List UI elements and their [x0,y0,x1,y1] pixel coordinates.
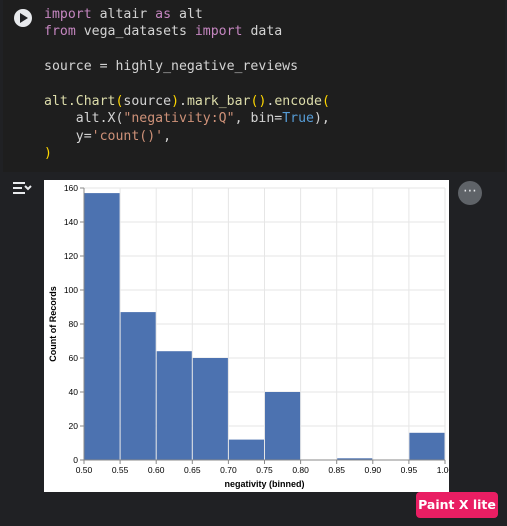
code-token: "negativity:Q" [123,111,235,127]
code-line: alt.Chart(source).mark_bar().encode( [44,94,330,109]
code-line: import altair as alt [44,7,203,22]
code-token: import [194,24,243,40]
code-token: data [242,24,283,40]
histogram-bar [84,193,120,460]
code-line: from vega_datasets import data [44,24,282,39]
code-token: ( [321,94,330,110]
code-token: mark_bar [186,94,251,110]
code-token: True [282,111,314,127]
y-tick-label: 80 [69,319,79,329]
histogram-bar [228,439,264,460]
y-tick-label: 140 [64,217,78,227]
run-cell-button[interactable] [14,9,32,27]
chart-output: 0 20 40 60 80 100 120 140 160 0.50 0.55 0.60 0.65 0.7… [44,180,454,492]
x-tick-label: 0.55 [112,465,129,475]
histogram-bar [409,432,445,460]
code-token: ) [171,94,180,110]
output-toggle-icon[interactable] [12,180,32,196]
code-token: 'count()' [91,128,164,144]
y-tick-label: 40 [69,387,79,397]
y-axis-title: Count of Records [48,286,58,362]
y-tick-label: 0 [73,455,78,465]
histogram-bar [120,312,156,460]
code-token: . [179,94,187,110]
code-token: alt.X( [44,111,124,127]
x-tick-label: 0.80 [292,465,309,475]
code-token: ( [115,94,124,110]
x-tick-label: 0.60 [148,465,165,475]
code-token: () [250,94,267,110]
x-tick-label: 0.50 [76,465,93,475]
code-token: , bin= [234,111,283,127]
y-tick-label: 100 [64,285,78,295]
y-tick-label: 120 [64,251,78,261]
code-line: alt.X("negativity:Q", bin=True), [44,111,330,126]
histogram-bar [156,351,192,460]
code-token: alt.Chart [44,94,116,110]
code-cell[interactable]: import altair as alt from vega_datasets … [3,0,505,172]
x-axis-title: negativity (binned) [224,479,304,489]
code-token: encode [274,94,322,110]
code-token: ), [313,111,330,127]
code-token: from [44,24,76,40]
code-line: ) [44,146,52,161]
code-token: ) [44,146,52,162]
y-tick-label: 20 [69,421,79,431]
code-token: source [123,94,172,110]
x-tick-label: 0.65 [184,465,201,475]
more-options-button[interactable]: ⋯ [458,181,482,205]
x-tick-label: 0.85 [328,465,345,475]
watermark-badge: Paint X lite [416,492,498,518]
code-token: import [44,7,92,22]
histogram-bar [265,392,301,460]
code-token: source = highly_negative_reviews [44,59,299,75]
code-editor[interactable]: import altair as alt from vega_datasets … [44,6,330,163]
x-tick-label: 0.75 [256,465,273,475]
code-token: as [155,7,172,22]
code-token: y= [44,128,92,144]
histogram-bar [192,358,228,460]
x-tick-label: 0.70 [220,465,237,475]
x-tick-label: 0.95 [401,465,418,475]
y-tick-label: 60 [69,353,79,363]
x-tick-label: 1.00 [437,465,449,475]
y-tick-label: 160 [64,183,78,193]
code-token: alt [171,7,203,22]
histogram-bar [337,458,373,460]
code-token: vega_datasets [75,24,195,40]
code-line: source = highly_negative_reviews [44,59,298,74]
code-token: . [266,94,275,110]
bar-chart: 0 20 40 60 80 100 120 140 160 0.50 0.55 0.60 0.65 0.7… [48,183,454,489]
code-line: y='count()', [44,129,171,144]
code-token: altair [91,7,156,22]
code-token: , [163,128,172,144]
x-tick-label: 0.90 [365,465,382,475]
